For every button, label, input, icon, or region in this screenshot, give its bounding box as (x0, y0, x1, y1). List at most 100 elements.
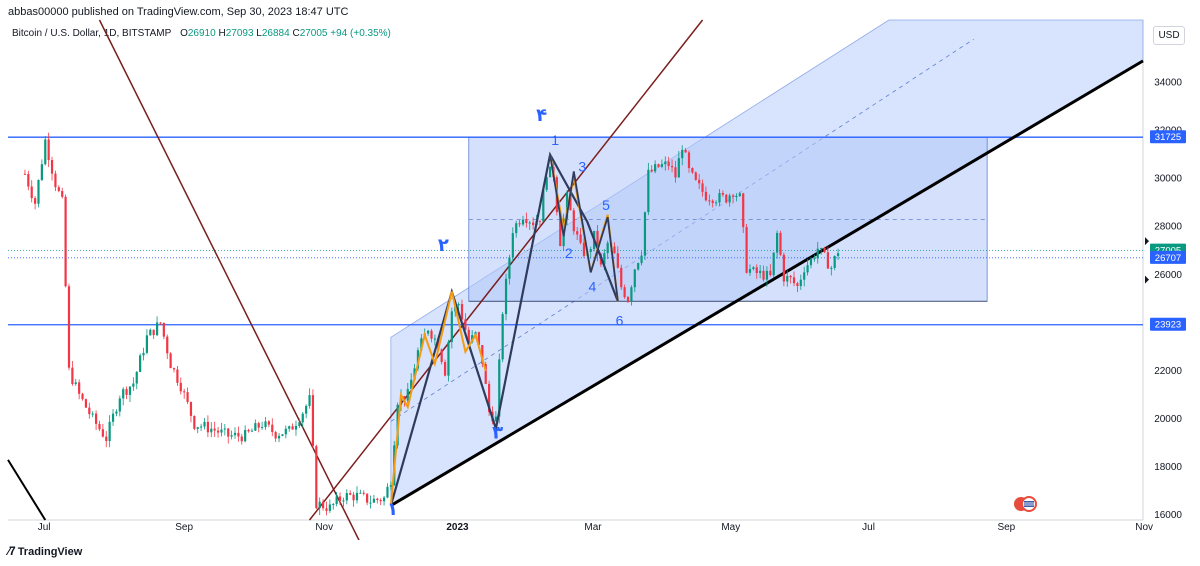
candle-body (464, 319, 467, 330)
candle-body (281, 434, 284, 436)
candle-body (518, 223, 521, 225)
candle-body (460, 304, 464, 320)
candle-body (759, 270, 762, 274)
candle-body (250, 430, 254, 432)
candle-body (152, 329, 155, 336)
open-label: O (180, 28, 188, 39)
candle-body (701, 183, 704, 192)
candle-body (647, 169, 650, 213)
candle-body (111, 413, 115, 422)
candle-body (125, 389, 128, 395)
candle-body (61, 191, 64, 197)
close-value: 27005 (299, 28, 328, 39)
candle-body (128, 386, 132, 395)
candle-body (372, 498, 376, 503)
candle-body (433, 338, 436, 340)
candle-body (98, 423, 101, 430)
candle-body (379, 500, 382, 502)
candle-body (728, 195, 731, 203)
candle-body (315, 446, 318, 509)
candle-body (101, 429, 104, 437)
candle-body (362, 492, 365, 494)
candle-body (613, 246, 616, 254)
candle-body (684, 149, 687, 153)
candle-body (355, 492, 359, 501)
elliott-wave-primary (389, 151, 619, 506)
candle-body (74, 382, 77, 385)
candle-body (23, 173, 27, 175)
wave-label-arabic: ۴ (536, 105, 547, 126)
candle-body (54, 173, 57, 188)
price-chart[interactable]: 123456۴۲۳۱340003200030000280002600022000… (0, 0, 1200, 540)
y-tick-label: 34000 (1154, 78, 1182, 89)
candle-body (359, 492, 362, 494)
candle-body (660, 164, 663, 167)
candle-body (244, 429, 247, 442)
candle-body (698, 179, 701, 184)
candle-body (657, 164, 660, 167)
tradingview-logo-icon: ⁄7 (8, 544, 16, 558)
candle-body (603, 253, 606, 265)
candle-body (420, 338, 423, 351)
candle-body (803, 272, 806, 280)
candle-body (623, 287, 626, 298)
candle-body (220, 429, 223, 433)
candle-body (179, 382, 182, 392)
candle-body (328, 504, 331, 511)
wave-label-arabic: ۳ (492, 422, 503, 443)
candle-body (200, 426, 203, 428)
old-trendline (7, 459, 47, 521)
candle-body (738, 193, 741, 197)
candle-body (311, 395, 315, 447)
candle-body (149, 329, 152, 336)
currency-button[interactable]: USD (1153, 26, 1185, 45)
candle-body (94, 413, 98, 424)
candle-body (691, 168, 694, 173)
candle-body (687, 152, 691, 169)
candle-body (416, 350, 420, 369)
candle-body (782, 254, 785, 282)
tradingview-brand[interactable]: ⁄7 TradingView (8, 544, 82, 558)
candle-body (288, 426, 291, 429)
candle-body (176, 369, 179, 383)
candle-body (159, 322, 162, 324)
candle-body (142, 352, 145, 356)
candle-body (271, 424, 274, 433)
candle-body (193, 415, 196, 429)
candle-body (521, 219, 525, 225)
publisher-line: abbas00000 published on TradingView.com,… (8, 6, 349, 18)
candle-body (345, 493, 348, 501)
change-value: +94 (+0.35%) (330, 28, 391, 39)
candle-body (637, 263, 640, 270)
candle-body (284, 428, 287, 435)
y-tick-label: 16000 (1154, 510, 1182, 521)
candle-body (477, 332, 481, 346)
candle-body (606, 242, 609, 254)
candle-body (457, 304, 460, 306)
ascending-trendline (308, 19, 704, 521)
candle-body (450, 311, 453, 342)
candle-body (210, 428, 213, 433)
candle-body (47, 139, 50, 161)
candle-body (731, 195, 735, 197)
elliott-wave-sub-dark (549, 154, 619, 302)
candle-body (349, 493, 352, 495)
price-label-box (1150, 130, 1186, 144)
x-tick-label: Jul (862, 522, 875, 533)
candle-body (816, 248, 819, 259)
candle-body (67, 286, 71, 368)
candle-body (308, 395, 311, 406)
candle-body (155, 322, 159, 336)
price-label-box (1150, 317, 1186, 331)
candle-body (643, 212, 647, 256)
candle-body (386, 486, 389, 498)
descending-trendline (98, 19, 360, 540)
candle-body (823, 247, 826, 253)
candle-body (589, 248, 592, 253)
candle-body (108, 421, 111, 442)
candle-body (626, 297, 630, 302)
candle-body (30, 186, 33, 199)
candle-body (440, 349, 443, 363)
flag-icon[interactable] (1012, 496, 1038, 512)
candle-body (650, 169, 653, 172)
